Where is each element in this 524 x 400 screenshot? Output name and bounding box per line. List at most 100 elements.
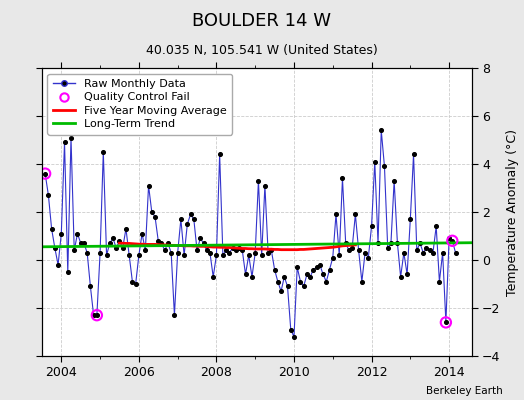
Point [67, 134, 75, 141]
Point [257, 252, 266, 258]
Point [354, 247, 363, 254]
Point [203, 247, 211, 254]
Point [148, 209, 156, 215]
Point [422, 245, 431, 251]
Point [235, 245, 243, 251]
Point [251, 250, 259, 256]
Point [416, 240, 424, 246]
Point [157, 240, 166, 246]
Point [219, 252, 227, 258]
Point [451, 250, 460, 256]
Point [277, 288, 285, 294]
Point [245, 252, 253, 258]
Point [48, 226, 56, 232]
Point [151, 214, 159, 220]
Point [374, 240, 382, 246]
Point [138, 230, 146, 237]
Point [86, 283, 95, 290]
Point [77, 240, 85, 246]
Point [448, 238, 456, 244]
Point [57, 230, 66, 237]
Point [115, 238, 124, 244]
Point [400, 250, 408, 256]
Point [44, 192, 52, 198]
Point [206, 250, 214, 256]
Point [442, 319, 450, 326]
Point [238, 247, 246, 254]
Point [432, 223, 440, 230]
Point [164, 240, 172, 246]
Point [160, 247, 169, 254]
Point [290, 334, 298, 340]
Point [280, 274, 289, 280]
Point [387, 240, 395, 246]
Point [335, 252, 343, 258]
Point [222, 247, 231, 254]
Point [361, 250, 369, 256]
Point [180, 252, 188, 258]
Text: 40.035 N, 105.541 W (United States): 40.035 N, 105.541 W (United States) [146, 44, 378, 57]
Point [190, 216, 198, 222]
Point [215, 151, 224, 158]
Point [448, 238, 456, 244]
Point [306, 274, 314, 280]
Point [300, 283, 308, 290]
Point [348, 245, 356, 251]
Point [267, 247, 276, 254]
Point [183, 221, 192, 227]
Point [132, 281, 140, 287]
Point [242, 271, 250, 278]
Point [303, 271, 311, 278]
Point [429, 250, 437, 256]
Point [409, 151, 418, 158]
Y-axis label: Temperature Anomaly (°C): Temperature Anomaly (°C) [506, 128, 519, 296]
Point [384, 245, 392, 251]
Point [339, 175, 347, 182]
Legend: Raw Monthly Data, Quality Control Fail, Five Year Moving Average, Long-Term Tren: Raw Monthly Data, Quality Control Fail, … [48, 74, 233, 135]
Point [364, 254, 373, 261]
Point [125, 252, 134, 258]
Point [154, 238, 162, 244]
Point [209, 274, 217, 280]
Point [122, 226, 130, 232]
Point [439, 250, 447, 256]
Point [370, 158, 379, 165]
Point [167, 250, 176, 256]
Point [51, 245, 59, 251]
Point [109, 235, 117, 242]
Point [102, 252, 111, 258]
Point [83, 250, 91, 256]
Point [118, 245, 127, 251]
Point [261, 182, 269, 189]
Point [293, 264, 301, 270]
Point [351, 211, 359, 218]
Point [248, 274, 256, 280]
Point [60, 139, 69, 146]
Point [73, 230, 82, 237]
Point [96, 250, 104, 256]
Point [425, 247, 434, 254]
Point [345, 247, 353, 254]
Point [270, 266, 279, 273]
Point [225, 250, 234, 256]
Point [283, 283, 292, 290]
Point [403, 271, 411, 278]
Point [41, 170, 49, 177]
Point [93, 312, 101, 318]
Point [332, 211, 340, 218]
Point [112, 245, 121, 251]
Point [329, 254, 337, 261]
Point [358, 278, 366, 285]
Point [342, 240, 350, 246]
Point [412, 247, 421, 254]
Point [442, 319, 450, 326]
Point [390, 178, 398, 184]
Point [193, 247, 201, 254]
Point [99, 149, 107, 155]
Point [228, 245, 237, 251]
Point [212, 252, 221, 258]
Point [309, 266, 318, 273]
Point [128, 278, 137, 285]
Point [377, 127, 386, 134]
Point [145, 182, 153, 189]
